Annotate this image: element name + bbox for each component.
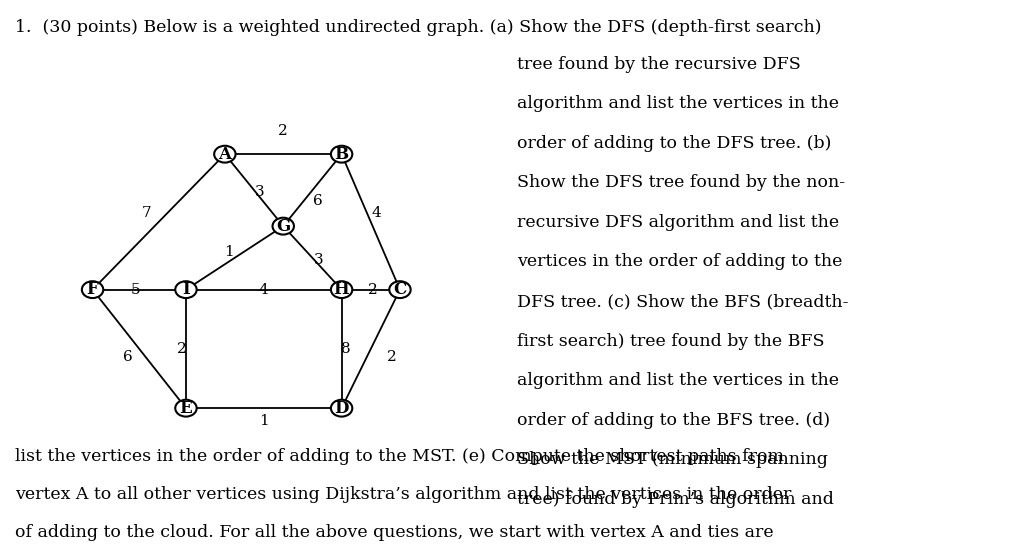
Text: vertex A to all other vertices using Dijkstra’s algorithm and list the vertices : vertex A to all other vertices using Dij… (15, 486, 792, 504)
Text: 4: 4 (259, 282, 268, 297)
Ellipse shape (331, 281, 352, 298)
Text: B: B (335, 146, 348, 163)
Text: 6: 6 (123, 350, 132, 364)
Text: first search) tree found by the BFS: first search) tree found by the BFS (517, 333, 824, 350)
Text: DFS tree. (c) Show the BFS (breadth-: DFS tree. (c) Show the BFS (breadth- (517, 293, 849, 310)
Text: 8: 8 (341, 342, 350, 356)
Text: H: H (334, 281, 349, 298)
Text: list the vertices in the order of adding to the MST. (e) Compute the shortest pa: list the vertices in the order of adding… (15, 448, 784, 466)
Text: order of adding to the BFS tree. (d): order of adding to the BFS tree. (d) (517, 412, 830, 429)
Text: 2: 2 (279, 124, 288, 138)
Text: F: F (87, 281, 98, 298)
Text: 1.  (30 points) Below is a weighted undirected graph. (a) Show the DFS (depth-fi: 1. (30 points) Below is a weighted undir… (15, 19, 822, 37)
Text: 2: 2 (177, 342, 187, 356)
Text: recursive DFS algorithm and list the: recursive DFS algorithm and list the (517, 214, 840, 231)
Text: 1: 1 (259, 414, 268, 428)
Text: A: A (218, 146, 231, 163)
Text: algorithm and list the vertices in the: algorithm and list the vertices in the (517, 372, 839, 389)
Ellipse shape (331, 146, 352, 163)
Text: 5: 5 (131, 282, 140, 297)
Ellipse shape (331, 400, 352, 417)
Text: 7: 7 (142, 207, 152, 221)
Text: D: D (335, 400, 349, 417)
Text: tree) found by Prim’s algorithm and: tree) found by Prim’s algorithm and (517, 491, 834, 508)
Text: algorithm and list the vertices in the: algorithm and list the vertices in the (517, 95, 839, 113)
Text: Show the MST (minimum spanning: Show the MST (minimum spanning (517, 451, 828, 468)
Text: vertices in the order of adding to the: vertices in the order of adding to the (517, 253, 843, 271)
Text: 3: 3 (313, 253, 323, 267)
Text: 4: 4 (372, 207, 382, 221)
Text: 3: 3 (255, 185, 264, 199)
Text: 2: 2 (368, 282, 378, 297)
Ellipse shape (175, 281, 197, 298)
Text: 6: 6 (313, 194, 324, 208)
Text: 1: 1 (224, 245, 233, 258)
Text: order of adding to the DFS tree. (b): order of adding to the DFS tree. (b) (517, 135, 831, 152)
Ellipse shape (272, 218, 294, 234)
Text: G: G (276, 218, 291, 234)
Text: C: C (393, 281, 407, 298)
Text: tree found by the recursive DFS: tree found by the recursive DFS (517, 56, 801, 73)
Ellipse shape (175, 400, 197, 417)
Ellipse shape (389, 281, 411, 298)
Text: E: E (179, 400, 193, 417)
Text: of adding to the cloud. For all the above questions, we start with vertex A and : of adding to the cloud. For all the abov… (15, 524, 774, 541)
Text: 2: 2 (387, 350, 397, 364)
Text: I: I (182, 281, 189, 298)
Text: Show the DFS tree found by the non-: Show the DFS tree found by the non- (517, 174, 845, 192)
Ellipse shape (82, 281, 103, 298)
Ellipse shape (214, 146, 236, 163)
